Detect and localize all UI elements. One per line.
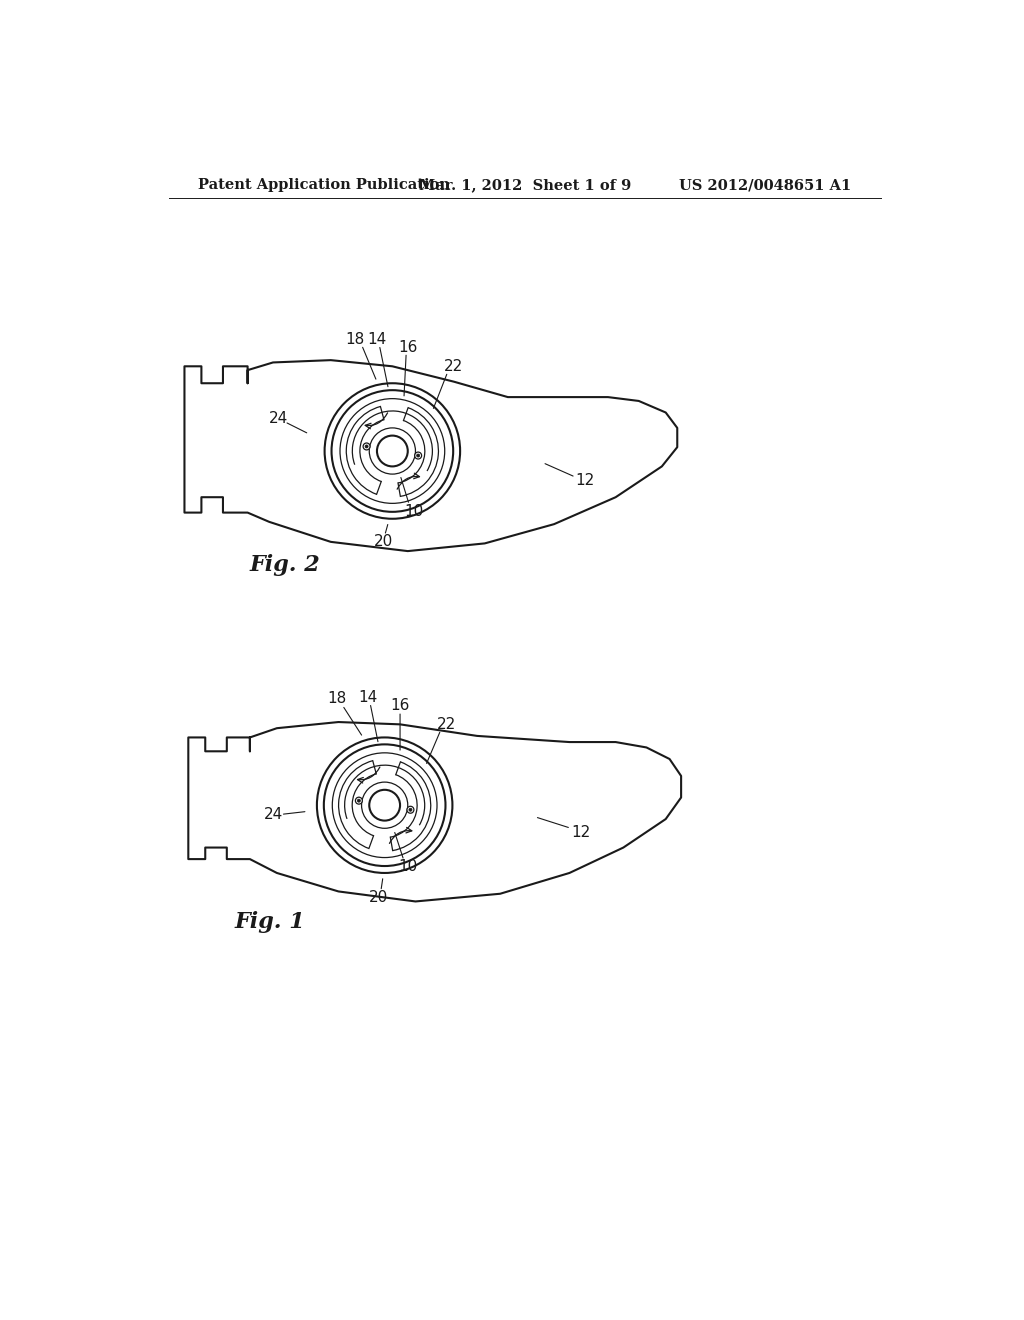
Text: 10: 10 (404, 503, 424, 519)
Text: Fig. 1: Fig. 1 (234, 911, 305, 933)
Circle shape (417, 454, 420, 457)
Text: 20: 20 (374, 535, 393, 549)
Text: 18: 18 (328, 692, 346, 706)
Text: 18: 18 (346, 331, 365, 347)
Text: 16: 16 (398, 339, 418, 355)
Circle shape (377, 436, 408, 466)
Text: 24: 24 (263, 807, 283, 822)
Text: Fig. 2: Fig. 2 (250, 554, 321, 576)
Circle shape (409, 808, 412, 812)
Text: US 2012/0048651 A1: US 2012/0048651 A1 (679, 178, 851, 193)
Circle shape (370, 789, 400, 821)
Text: 12: 12 (575, 473, 595, 488)
Circle shape (364, 444, 370, 450)
Circle shape (355, 797, 362, 804)
Text: 16: 16 (390, 697, 410, 713)
Text: 24: 24 (268, 411, 288, 426)
Text: 12: 12 (571, 825, 591, 840)
Circle shape (357, 799, 360, 803)
Text: 14: 14 (358, 690, 378, 705)
Text: 20: 20 (369, 890, 388, 906)
Text: 22: 22 (444, 359, 464, 374)
Text: Mar. 1, 2012  Sheet 1 of 9: Mar. 1, 2012 Sheet 1 of 9 (419, 178, 631, 193)
Text: 14: 14 (368, 331, 387, 347)
Text: 10: 10 (398, 859, 418, 874)
Circle shape (415, 451, 422, 459)
Text: Patent Application Publication: Patent Application Publication (199, 178, 451, 193)
Circle shape (407, 807, 414, 813)
Text: 22: 22 (436, 717, 456, 731)
Circle shape (365, 445, 368, 447)
